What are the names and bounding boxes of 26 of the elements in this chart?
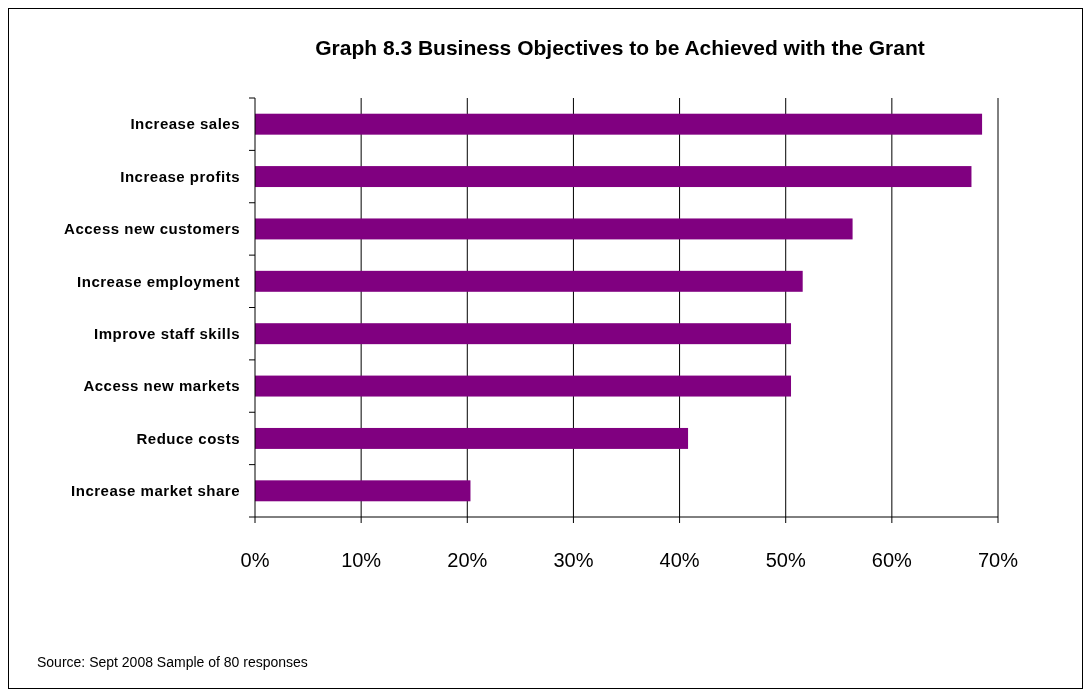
- x-tick-label: 60%: [871, 549, 913, 571]
- source-note: Source: Sept 2008 Sample of 80 responses: [37, 654, 308, 670]
- x-tick-label: 30%: [553, 549, 594, 571]
- y-tick-label: Reduce costs: [136, 429, 240, 447]
- bar: [255, 375, 792, 397]
- bar: [255, 480, 471, 502]
- bar: [255, 427, 689, 449]
- bar: [255, 218, 853, 240]
- x-tick-label: 50%: [765, 549, 806, 571]
- bar: [255, 166, 972, 188]
- y-tick-label: Increase profits: [120, 167, 240, 185]
- y-tick-label: Increase market share: [71, 482, 240, 500]
- y-tick-label: Access new customers: [64, 220, 240, 238]
- x-tick-label: 20%: [447, 549, 488, 571]
- y-tick-label: Increase sales: [130, 115, 240, 133]
- y-tick-label: Access new markets: [83, 377, 240, 395]
- bar: [255, 323, 792, 345]
- x-tick-label: 70%: [977, 549, 1019, 571]
- x-tick-label: 10%: [341, 549, 382, 571]
- y-tick-label: Improve staff skills: [94, 324, 240, 342]
- x-tick-label: 40%: [659, 549, 700, 571]
- y-tick-label: Increase employment: [77, 272, 240, 290]
- bar: [255, 270, 803, 292]
- x-tick-label: 0%: [240, 549, 270, 571]
- chart-title: Graph 8.3 Business Objectives to be Achieved with the Grant: [315, 36, 925, 59]
- bar: [255, 113, 983, 135]
